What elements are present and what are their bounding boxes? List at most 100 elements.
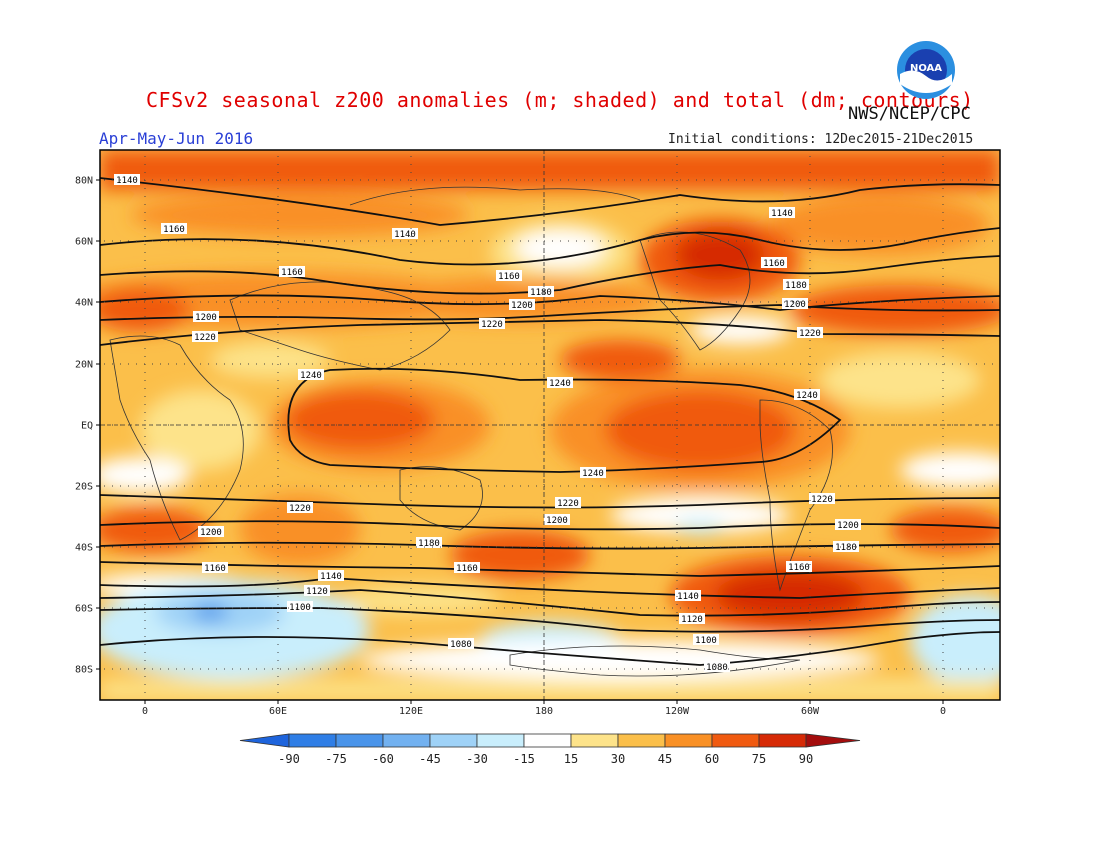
- grid-dot: [336, 240, 337, 242]
- grid-dot: [712, 301, 713, 303]
- grid-dot: [384, 179, 385, 181]
- grid-dot: [676, 692, 678, 693]
- grid-dot: [616, 424, 617, 426]
- initial-conditions: Initial conditions: 12Dec2015-21Dec2015: [668, 132, 974, 147]
- grid-dot: [277, 532, 279, 533]
- grid-dot: [256, 363, 257, 365]
- grid-dot: [144, 668, 145, 670]
- grid-dot: [896, 485, 897, 487]
- grid-dot: [360, 363, 361, 365]
- grid-dot: [192, 301, 193, 303]
- grid-dot: [144, 363, 145, 365]
- grid-dot: [336, 607, 337, 609]
- grid-dot: [216, 546, 217, 548]
- colorbar-tick-label: 30: [611, 752, 625, 766]
- grid-dot: [376, 179, 377, 181]
- grid-dot: [676, 572, 678, 573]
- grid-dot: [808, 240, 809, 242]
- grid-dot: [384, 546, 385, 548]
- grid-dot: [360, 668, 361, 670]
- grid-dot: [816, 240, 817, 242]
- grid-dot: [568, 607, 569, 609]
- grid-dot: [200, 424, 201, 426]
- grid-dot: [616, 668, 617, 670]
- grid-dot: [392, 240, 393, 242]
- grid-dot: [320, 668, 321, 670]
- grid-dot: [872, 240, 873, 242]
- grid-dot: [472, 363, 473, 365]
- grid-dot: [792, 485, 793, 487]
- grid-dot: [120, 363, 121, 365]
- grid-dot: [792, 301, 793, 303]
- grid-dot: [744, 485, 745, 487]
- grid-dot: [543, 420, 545, 421]
- colorbar-swatch: [382, 733, 431, 748]
- grid-dot: [277, 580, 279, 581]
- grid-dot: [392, 668, 393, 670]
- grid-dot: [584, 424, 585, 426]
- grid-dot: [376, 485, 377, 487]
- grid-dot: [736, 424, 737, 426]
- grid-dot: [277, 164, 279, 165]
- grid-dot: [720, 240, 721, 242]
- grid-dot: [728, 485, 729, 487]
- grid-dot: [360, 485, 361, 487]
- grid-dot: [410, 452, 412, 453]
- grid-dot: [942, 388, 944, 389]
- grid-dot: [216, 607, 217, 609]
- contour-label: 1160: [204, 564, 226, 574]
- grid-dot: [768, 668, 769, 670]
- grid-dot: [676, 636, 678, 637]
- grid-dot: [809, 556, 811, 557]
- grid-dot: [680, 301, 681, 303]
- grid-dot: [144, 172, 146, 173]
- grid-dot: [809, 292, 811, 293]
- grid-dot: [960, 668, 961, 670]
- grid-dot: [410, 564, 412, 565]
- grid-dot: [543, 156, 545, 157]
- grid-dot: [552, 485, 553, 487]
- grid-dot: [232, 485, 233, 487]
- grid-dot: [912, 668, 913, 670]
- contour-label: 1140: [116, 176, 138, 186]
- grid-dot: [410, 220, 412, 221]
- grid-dot: [400, 607, 401, 609]
- grid-dot: [224, 546, 225, 548]
- grid-dot: [384, 668, 385, 670]
- grid-dot: [608, 179, 609, 181]
- grid-dot: [809, 404, 811, 405]
- grid-dot: [277, 612, 279, 613]
- grid-dot: [888, 668, 889, 670]
- colorbar-tick-label: 15: [564, 752, 578, 766]
- grid-dot: [160, 485, 161, 487]
- grid-dot: [608, 240, 609, 242]
- grid-dot: [760, 363, 761, 365]
- grid-dot: [543, 596, 545, 597]
- grid-dot: [440, 301, 441, 303]
- grid-dot: [544, 668, 545, 670]
- grid-dot: [912, 546, 913, 548]
- grid-dot: [560, 363, 561, 365]
- grid-dot: [688, 546, 689, 548]
- grid-dot: [672, 240, 673, 242]
- grid-dot: [920, 607, 921, 609]
- grid-dot: [336, 668, 337, 670]
- grid-dot: [952, 607, 953, 609]
- grid-dot: [384, 424, 385, 426]
- grid-dot: [928, 485, 929, 487]
- grid-dot: [184, 424, 185, 426]
- grid-dot: [536, 240, 537, 242]
- grid-dot: [472, 668, 473, 670]
- grid-dot: [744, 179, 745, 181]
- grid-dot: [536, 668, 537, 670]
- colorbar-arrow-high: [805, 733, 861, 748]
- grid-dot: [277, 332, 279, 333]
- colorbar-tick-label: -90: [278, 752, 300, 766]
- grid-dot: [544, 485, 545, 487]
- grid-dot: [800, 424, 801, 426]
- grid-dot: [144, 500, 146, 501]
- grid-dot: [472, 240, 473, 242]
- grid-dot: [128, 240, 129, 242]
- grid-dot: [544, 546, 545, 548]
- grid-dot: [488, 179, 489, 181]
